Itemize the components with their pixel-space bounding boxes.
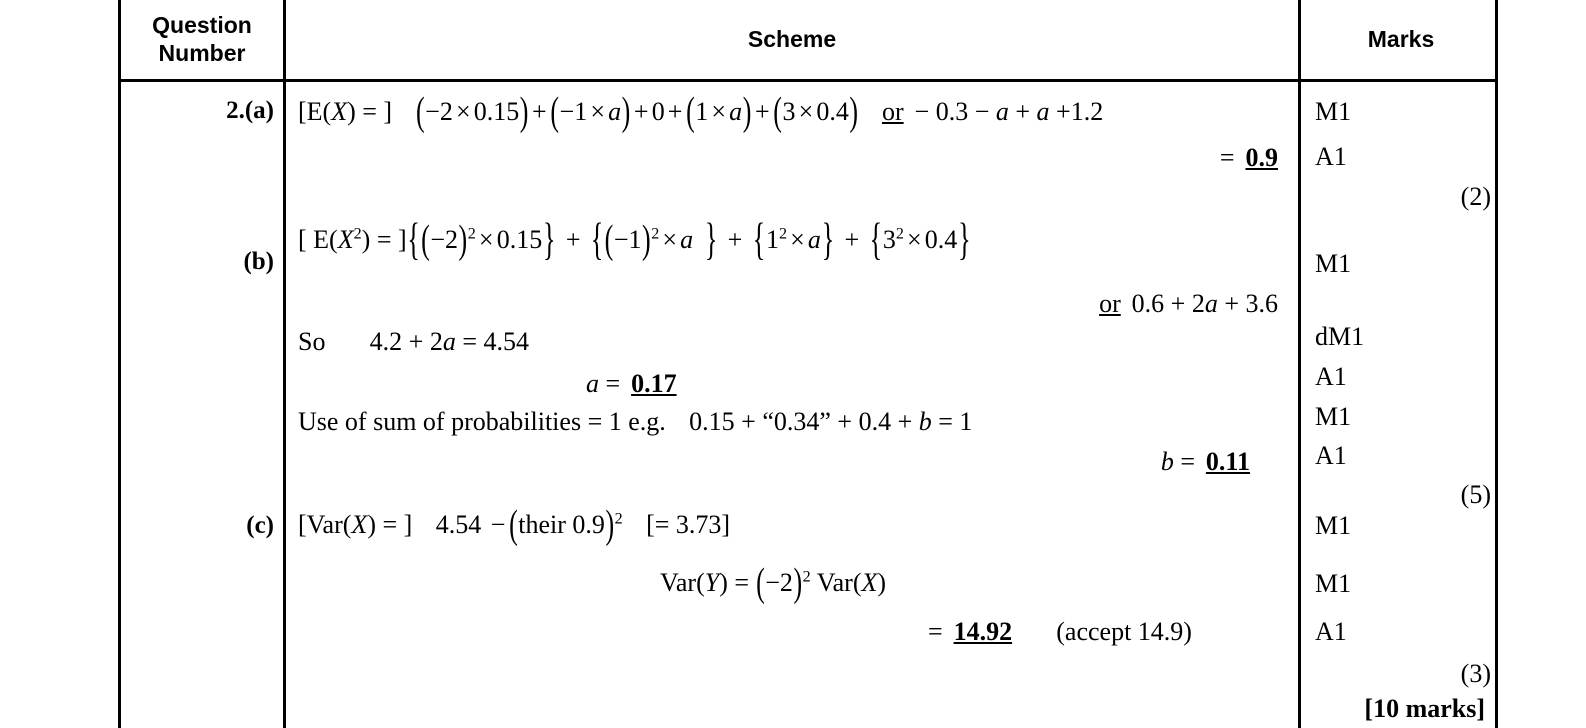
header-scheme: Scheme	[747, 25, 837, 52]
mark-entry-8: M1	[1315, 511, 1352, 540]
question-label-b: (b)	[243, 248, 274, 275]
subtotal-c: (3)	[1460, 659, 1491, 688]
scheme-a-term2: (	[550, 88, 560, 134]
scheme-line-b-sum: Use of sum of probabilities = 1 e.g. 0.15…	[298, 409, 972, 435]
scheme-c-vary-expr: Var(Y) = (−2)2 Var(X)	[660, 559, 887, 605]
scheme-b-sum-text: Use of sum of probabilities = 1 e.g.	[298, 407, 666, 436]
scheme-b-so-label: So	[298, 327, 326, 356]
scheme-line-c-vary: Var(Y) = (−2)2 Var(X)	[660, 559, 887, 605]
subtotal-b: (5)	[1460, 480, 1491, 509]
scheme-b-b-eq: b =	[1160, 447, 1196, 476]
scheme-line-c-main: [Var(X) = ] 4.54 − (their 0.9)2 [= 3.73]	[298, 501, 731, 547]
header-question-number-line2: Number	[158, 39, 246, 66]
scheme-a-result-eq: =	[1219, 143, 1235, 172]
column-divider-question-scheme	[283, 0, 286, 728]
scheme-b-b-result: 0.11	[1205, 447, 1250, 476]
scheme-a-or: or	[881, 97, 904, 126]
scheme-c-accept: (accept 14.9)	[1056, 617, 1192, 646]
scheme-a-result-value: 0.9	[1245, 143, 1279, 172]
scheme-c-result-value: 14.92	[953, 617, 1013, 646]
scheme-c-expr: 4.54 − (their 0.9)2	[435, 501, 623, 547]
mark-entry-5: A1	[1315, 362, 1347, 391]
scheme-b-a-eq: a =	[586, 369, 621, 398]
header-marks: Marks	[1367, 25, 1435, 52]
scheme-b-term3: {	[752, 213, 766, 265]
scheme-a-bracket: [E(X) = ]	[298, 97, 393, 126]
mark-entry-2: A1	[1315, 142, 1347, 171]
subtotal-a: (2)	[1460, 182, 1491, 211]
marks-column: M1 A1 (2) M1 dM1 A1 M1 A1 (5) M1 M1 A1 (…	[1301, 79, 1501, 728]
column-divider-scheme-marks	[1298, 0, 1301, 728]
scheme-c-intermediate: [= 3.73]	[646, 510, 731, 539]
scheme-b-or: or	[1099, 289, 1121, 318]
scheme-line-a-main: [E(X) = ] (−2 × 0.15) + (−1 × a) +0 + (1 × a) + (3 × 0.4…	[298, 88, 1104, 134]
scheme-a-term3: 0	[651, 97, 665, 126]
scheme-column: [E(X) = ] (−2 × 0.15) + (−1 × a) +0 + (1 × a) + (3 × 0.4…	[298, 79, 1298, 728]
scheme-c-result-eq: =	[928, 617, 943, 646]
mark-scheme-table: Question Number Scheme Marks 2.(a) (b) (…	[118, 0, 1498, 728]
scheme-line-a-result: = 0.9	[298, 145, 1278, 171]
scheme-line-b-alt: or 0.6 + 2a + 3.6	[298, 291, 1278, 317]
mark-entry-4: dM1	[1315, 322, 1365, 351]
mark-entry-7: A1	[1315, 441, 1347, 470]
scheme-line-b-b-value: b = 0.11	[298, 449, 1250, 475]
mark-entry-1: M1	[1315, 97, 1352, 126]
scheme-b-term4: {	[869, 213, 883, 265]
scheme-b-alt-expr: 0.6 + 2a + 3.6	[1131, 289, 1278, 318]
header-question-number: Question Number	[121, 0, 283, 79]
scheme-c-bracket: [Var(X) = ]	[298, 510, 413, 539]
scheme-a-alt: − 0.3 − a + a +1.2	[914, 97, 1104, 126]
header-question-number-line1: Question	[152, 12, 252, 39]
scheme-line-c-result: = 14.92 (accept 14.9)	[928, 619, 1192, 645]
scheme-a-term5: (	[773, 88, 782, 134]
scheme-b-equation: 4.2 + 2a = 4.54	[369, 327, 529, 356]
scheme-a-term4: (	[686, 88, 695, 134]
scheme-b-bracket: [ E(X2) = ]	[298, 225, 407, 254]
question-label-c: (c)	[246, 512, 274, 539]
mark-entry-6: M1	[1315, 402, 1352, 431]
scheme-a-term1: (	[415, 88, 425, 134]
mark-entry-3: M1	[1315, 249, 1352, 278]
header-bottom-rule	[121, 79, 1495, 82]
mark-entry-9: M1	[1315, 569, 1352, 598]
scheme-line-b-a-value: a = 0.17	[586, 371, 677, 397]
scheme-line-b-so: So 4.2 + 2a = 4.54	[298, 329, 529, 355]
scheme-b-term1: {	[407, 213, 420, 265]
question-label-a: 2.(a)	[226, 97, 274, 124]
mark-entry-10: A1	[1315, 617, 1347, 646]
total-marks: [10 marks]	[1364, 694, 1485, 723]
scheme-b-sum-expr: 0.15 + “0.34” + 0.4 + b = 1	[689, 407, 973, 436]
scheme-b-a-result: 0.17	[631, 369, 677, 398]
scheme-b-term2: {	[590, 213, 604, 265]
scheme-line-b-main: [ E(X2) = ]{(−2)2 × 0.15} + {(−1)2 × a} + {1…	[298, 213, 971, 265]
